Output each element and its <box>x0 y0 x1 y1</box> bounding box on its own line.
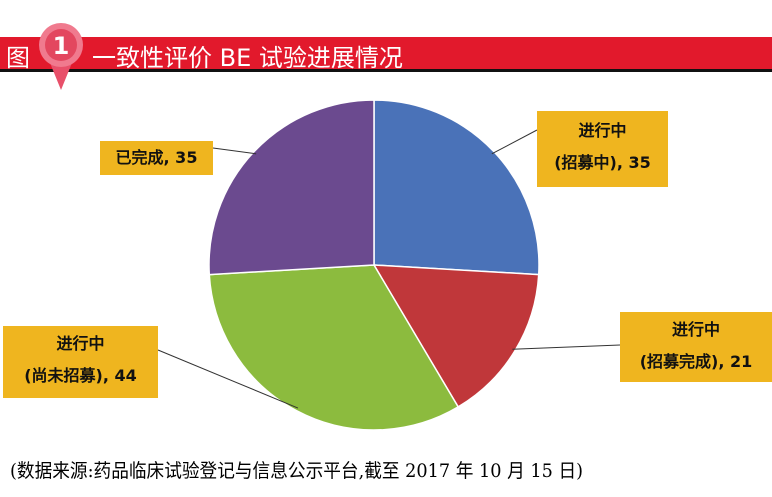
source-note: (数据来源:药品临床试验登记与信息公示平台,截至 2017 年 10 月 15 … <box>10 460 584 482</box>
pie-slice <box>372 264 540 408</box>
leader-line <box>212 147 257 155</box>
pie-slice <box>208 264 460 431</box>
slice-label-not-recruiting: 进行中 (尚未招募), 44 <box>3 326 158 398</box>
map-pin-icon: 1 <box>39 23 83 90</box>
leader-line <box>491 129 538 155</box>
title-banner <box>0 37 772 72</box>
leader-line <box>512 344 621 350</box>
pie-slice <box>373 99 540 276</box>
slice-label-recruiting: 进行中 (招募中), 35 <box>537 111 668 187</box>
pie-slice <box>208 99 375 276</box>
figure-number: 1 <box>53 32 70 60</box>
figure-label: 图 <box>6 44 30 72</box>
slice-label-completed: 已完成, 35 <box>100 141 213 175</box>
leader-line <box>157 349 299 409</box>
chart-title: 一致性评价 BE 试验进展情况 <box>92 44 403 72</box>
slice-label-recruit-done: 进行中 (招募完成), 21 <box>620 312 772 382</box>
